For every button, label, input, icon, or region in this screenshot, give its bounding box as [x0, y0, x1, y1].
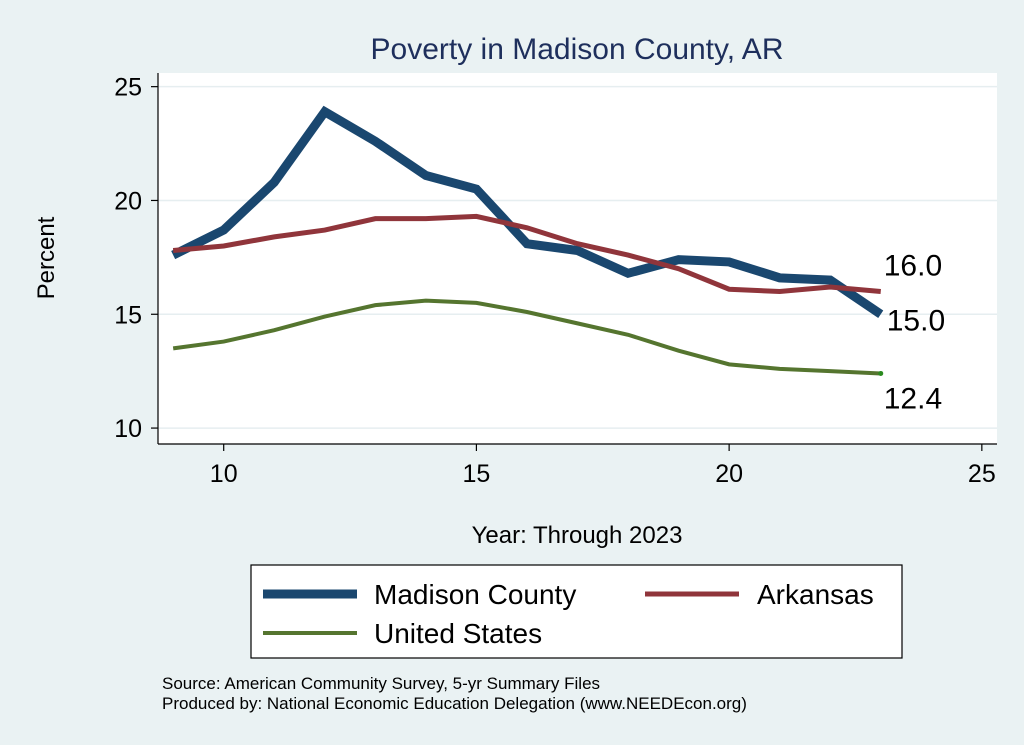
- legend-box: [250, 564, 903, 659]
- y-axis-ticks: 10 15 20 25: [114, 74, 158, 443]
- x-tick-label-10: 10: [210, 460, 238, 488]
- y-tick-label-15: 15: [114, 301, 142, 329]
- x-tick-label-15: 15: [463, 460, 491, 488]
- end-label-madison-county: 15.0: [887, 304, 945, 337]
- end-label-united-states: 12.4: [884, 382, 942, 415]
- x-axis-ticks: 10 15 20 25: [210, 444, 996, 488]
- y-axis-title: Percent: [33, 216, 60, 299]
- gridlines: [158, 85, 997, 429]
- end-label-arkansas: 16.0: [884, 250, 942, 283]
- chart-title: Poverty in Madison County, AR: [371, 33, 784, 66]
- series-line-madison-county: [171, 105, 884, 318]
- x-tick-label-25: 25: [968, 460, 996, 488]
- plot-area: [158, 73, 997, 444]
- source-note: Source: American Community Survey, 5-yr …: [162, 674, 600, 693]
- series-lines: [171, 105, 884, 376]
- legend-label-madison-county: Madison County: [374, 579, 576, 610]
- end-labels: 15.0 16.0 12.4: [884, 250, 945, 416]
- legend-label-united-states: United States: [374, 618, 542, 649]
- y-tick-label-20: 20: [114, 187, 142, 215]
- series-line-arkansas: [172, 213, 881, 295]
- point-united-states-23: [878, 370, 884, 376]
- series-line-united-states: [172, 298, 881, 376]
- x-tick-label-20: 20: [715, 460, 743, 488]
- y-tick-label-25: 25: [114, 74, 142, 102]
- producer-note: Produced by: National Economic Education…: [162, 694, 747, 713]
- y-tick-label-10: 10: [114, 415, 142, 443]
- legend-label-arkansas: Arkansas: [757, 579, 874, 610]
- x-axis-title: Year: Through 2023: [472, 522, 683, 549]
